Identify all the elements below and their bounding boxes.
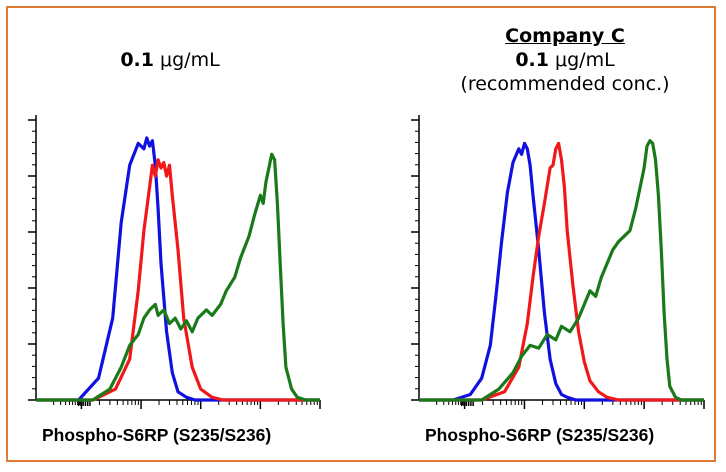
right-x-axis-label: Phospho-S6RP (S235/S236) (425, 425, 655, 445)
right-conc-value: 0.1 (515, 49, 549, 71)
plot-area-1 (411, 115, 705, 409)
histogram-series-0 (419, 141, 704, 402)
right-header: Company C 0.1 μg/mL (recommended conc.) (450, 24, 680, 96)
histogram-series-0 (36, 136, 320, 402)
recommended-note: (recommended conc.) (460, 73, 670, 95)
histogram-series-1 (419, 141, 704, 402)
histogram-series-2 (419, 139, 704, 402)
left-conc-unit: μg/mL (153, 49, 220, 71)
figure-frame (6, 6, 716, 462)
histogram-series-2 (36, 152, 320, 402)
right-concentration-label: 0.1 μg/mL (450, 48, 680, 72)
histogram-series-1 (36, 158, 320, 402)
company-label: Company C (505, 25, 625, 47)
right-conc-unit: μg/mL (548, 49, 615, 71)
left-conc-value: 0.1 (120, 49, 154, 71)
plot-area-0 (28, 115, 321, 409)
left-concentration-label: 0.1 μg/mL (60, 48, 280, 72)
left-x-axis-label: Phospho-S6RP (S235/S236) (42, 425, 272, 445)
